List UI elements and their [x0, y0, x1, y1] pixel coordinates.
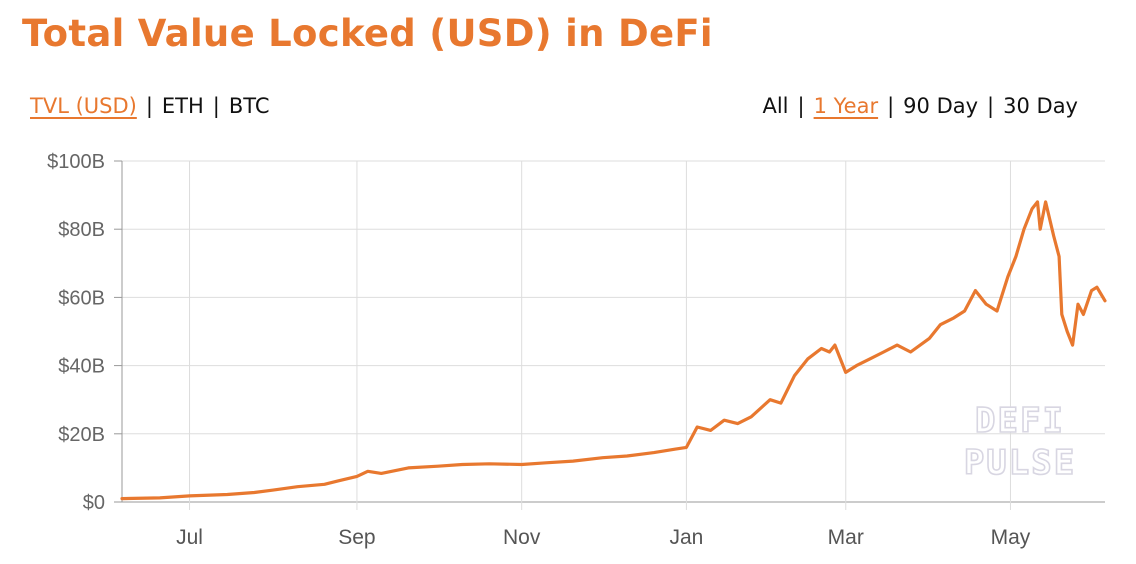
tab-separator: | [212, 94, 220, 118]
x-tick-label: Mar [828, 526, 864, 549]
watermark-line-1: DEFI [975, 401, 1065, 441]
tab-separator: | [887, 94, 895, 118]
y-tick-label: $100B [47, 151, 105, 173]
x-tick-label: Sep [338, 526, 375, 549]
page-title: Total Value Locked (USD) in DeFi [22, 12, 713, 55]
y-tick-label: $0 [83, 492, 105, 514]
tab-separator: | [145, 94, 153, 118]
chart-series [120, 200, 1107, 501]
y-tick-label: $20B [58, 424, 105, 446]
tab-1-year[interactable]: 1 Year [813, 94, 879, 118]
tab-btc[interactable]: BTC [228, 94, 270, 118]
x-axis-labels: Jul Sep Nov Jan Mar May [176, 526, 1031, 549]
tab-separator: | [987, 94, 995, 118]
tab-separator: | [797, 94, 805, 118]
defi-pulse-watermark: DEFI PULSE [963, 400, 1076, 484]
y-axis-labels: $0 $20B $40B $60B $80B $100B [47, 151, 105, 514]
tvl-series-line [120, 200, 1107, 501]
tab-all[interactable]: All [762, 94, 789, 118]
watermark-line-2: PULSE [964, 443, 1076, 483]
tab-eth[interactable]: ETH [161, 94, 204, 118]
x-tick-label: Jul [176, 526, 203, 549]
x-tick-label: Jan [669, 526, 703, 549]
y-tick-label: $60B [58, 287, 105, 309]
tab-30-day[interactable]: 30 Day [1003, 94, 1078, 118]
range-tabs: All | 1 Year | 90 Day | 30 Day [762, 94, 1078, 118]
x-tick-label: Nov [503, 526, 541, 549]
y-tick-label: $40B [58, 356, 105, 378]
tab-tvl-usd[interactable]: TVL (USD) [30, 94, 137, 118]
chart-grid [114, 160, 1105, 510]
metric-tabs: TVL (USD) | ETH | BTC [30, 94, 270, 118]
tab-90-day[interactable]: 90 Day [903, 94, 979, 118]
x-tick-label: May [991, 526, 1031, 549]
y-tick-label: $80B [58, 219, 105, 241]
